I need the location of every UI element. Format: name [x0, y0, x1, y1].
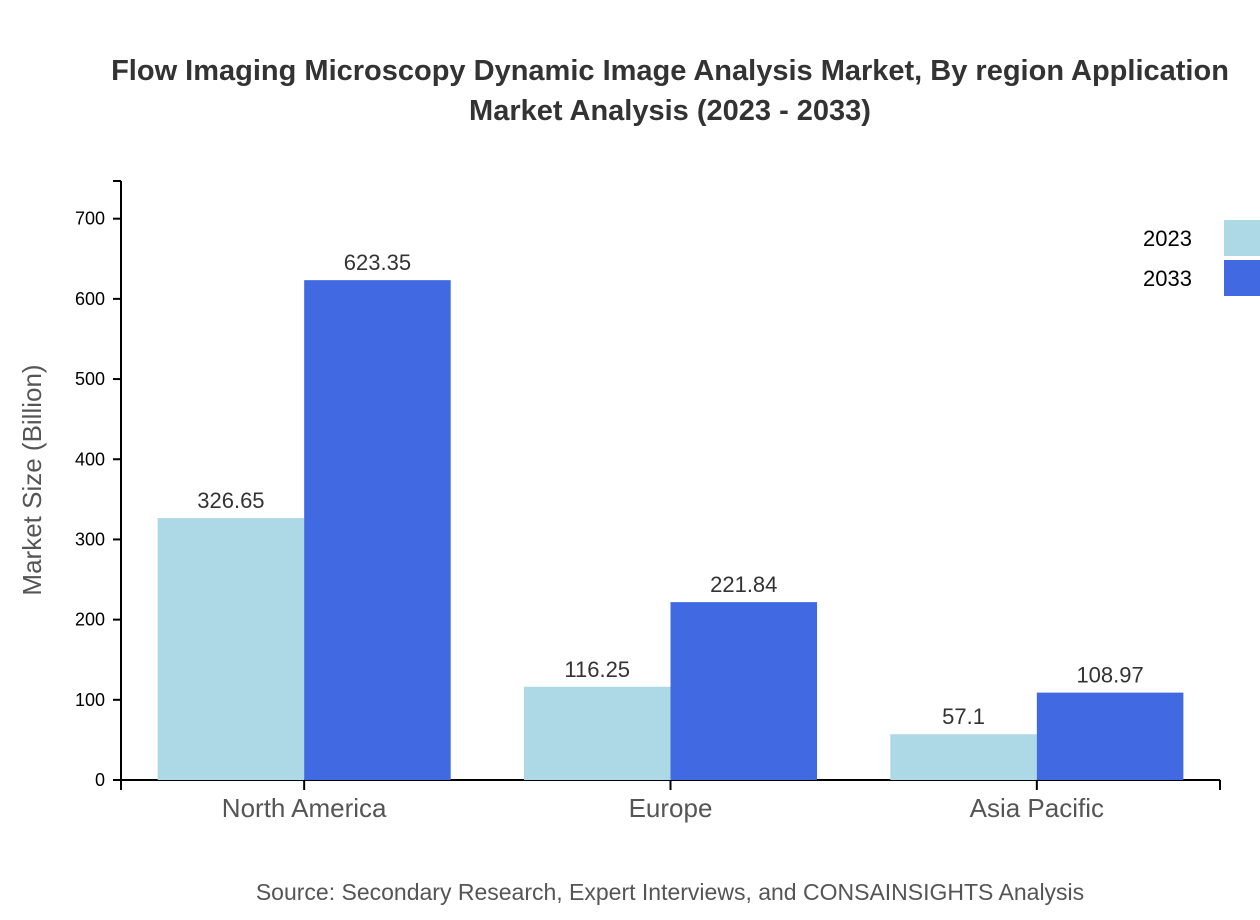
- chart-title-line-1: Flow Imaging Microscopy Dynamic Image An…: [111, 55, 1229, 87]
- bar-2033: [1036, 692, 1184, 780]
- data-label: 326.65: [197, 488, 264, 513]
- y-tick-label: 0: [95, 770, 105, 790]
- y-tick-label: 200: [75, 610, 105, 630]
- y-tick-label: 700: [75, 209, 105, 229]
- y-tick-label: 300: [75, 529, 105, 549]
- legend-swatch-2033: [1224, 260, 1260, 296]
- data-label: 57.1: [942, 704, 985, 729]
- legend-label: 2033: [1143, 266, 1192, 291]
- legend-swatch-2023: [1224, 220, 1260, 256]
- source-note: Source: Secondary Research, Expert Inter…: [256, 879, 1084, 905]
- data-label: 116.25: [564, 657, 630, 682]
- x-tick-label: Europe: [629, 793, 713, 823]
- x-tick-label: North America: [222, 793, 387, 823]
- bar-2033: [670, 602, 818, 780]
- y-tick-label: 500: [75, 369, 105, 389]
- data-label: 623.35: [344, 250, 411, 275]
- y-tick-label: 100: [75, 690, 105, 710]
- y-tick-label: 600: [75, 289, 105, 309]
- legend-label: 2023: [1143, 226, 1192, 251]
- data-label: 108.97: [1076, 663, 1143, 688]
- x-tick-label: Asia Pacific: [970, 793, 1104, 823]
- data-label: 221.84: [710, 572, 777, 597]
- bar-2023: [523, 686, 671, 780]
- chart-title-line-2: Market Analysis (2023 - 2033): [469, 95, 871, 127]
- y-axis-label: Market Size (Billion): [17, 364, 47, 595]
- bar-2033: [304, 280, 451, 780]
- bar-2023: [157, 518, 305, 780]
- bar-2023: [890, 734, 1037, 780]
- y-tick-label: 400: [75, 449, 105, 469]
